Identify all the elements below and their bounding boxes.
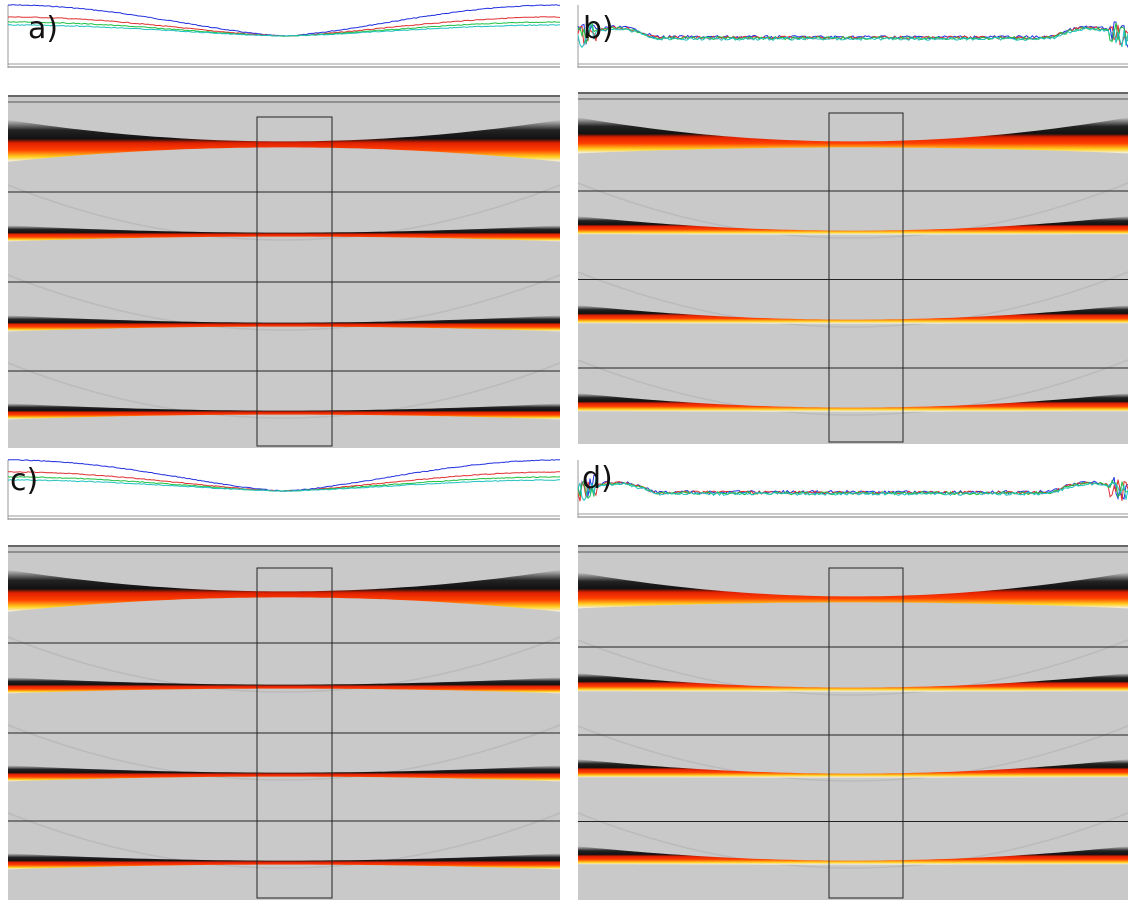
faint-arc <box>7 724 561 781</box>
trace-curve <box>7 479 561 492</box>
reflection-event <box>578 305 1128 324</box>
reflection-event <box>8 853 560 870</box>
trace-curve <box>577 25 1128 49</box>
faint-arc <box>577 725 1128 782</box>
strip-bg <box>8 0 560 68</box>
reflection-event <box>578 759 1128 778</box>
panel: c) <box>7 455 561 900</box>
window-box <box>256 116 333 447</box>
reflection-event <box>8 569 560 612</box>
panel-label: d) <box>582 461 613 496</box>
gather-bg <box>578 92 1128 444</box>
panel: b) <box>577 0 1128 444</box>
trace-curve <box>7 21 561 37</box>
reflection-event <box>8 225 560 242</box>
faint-arc <box>577 271 1128 328</box>
window-box <box>828 112 904 443</box>
panel: d) <box>577 455 1128 900</box>
reflection-event <box>8 119 560 162</box>
faint-arc <box>577 182 1128 239</box>
reflection-event <box>578 117 1128 154</box>
trace-curve <box>577 477 1128 500</box>
panel-label: b) <box>583 11 614 46</box>
strip-bg <box>578 0 1128 68</box>
faint-arc <box>7 812 561 869</box>
panel: a) <box>7 0 561 448</box>
trace-curve <box>577 479 1128 502</box>
faint-arc <box>7 274 561 331</box>
reflection-event <box>8 403 560 420</box>
gather-bg <box>8 95 560 448</box>
faint-arc <box>7 636 561 693</box>
reflection-event <box>578 572 1128 609</box>
reflection-event <box>578 393 1128 412</box>
reflection-event <box>8 315 560 332</box>
faint-arc <box>577 639 1128 696</box>
window-box <box>828 567 904 899</box>
faint-arc <box>7 184 561 241</box>
reflection-event <box>578 673 1128 692</box>
reflection-event <box>8 677 560 694</box>
faint-arc <box>577 812 1128 869</box>
reflection-event <box>8 765 560 782</box>
window-box <box>256 567 333 899</box>
reflection-event <box>578 846 1128 865</box>
trace-curve <box>577 21 1128 48</box>
faint-arc <box>577 359 1128 416</box>
trace-curve <box>577 477 1128 502</box>
panel-label: c) <box>10 463 38 498</box>
strip-bg <box>578 455 1128 518</box>
panel-label: a) <box>28 11 58 46</box>
faint-arc <box>7 362 561 419</box>
gather-bg <box>8 545 560 900</box>
reflection-event <box>578 216 1128 235</box>
trace-curve <box>7 24 560 37</box>
